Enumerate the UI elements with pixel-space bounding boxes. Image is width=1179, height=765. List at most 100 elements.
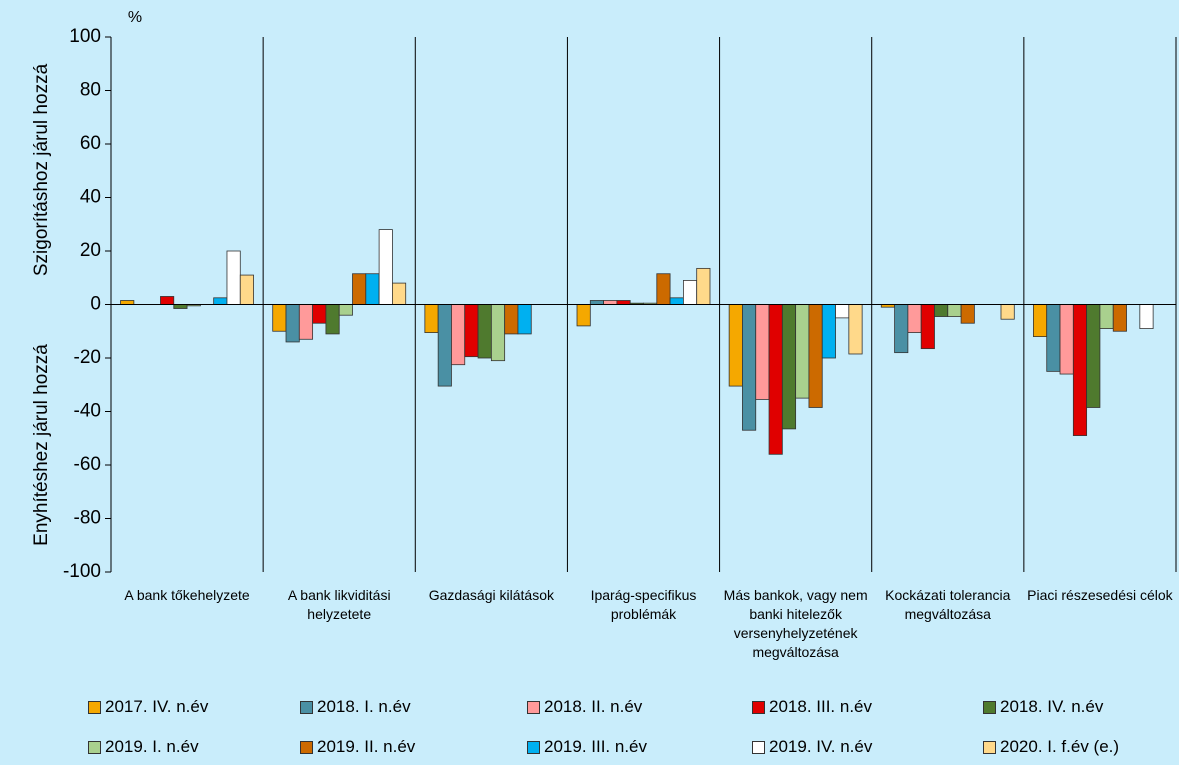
y-tick-label: -80 [74,508,101,529]
legend-item: 2019. III. n.év [527,737,647,757]
bar [504,304,519,335]
bar [325,304,340,335]
legend-label: 2018. II. n.év [544,697,643,716]
x-tick-label: A bank tőkehelyzete [124,587,250,603]
legend-item: 2018. I. n.év [300,697,411,717]
legend-item: 2019. II. n.év [300,737,415,757]
y-tick-label: -100 [63,561,101,582]
bar [894,304,909,354]
legend-swatch [983,740,996,754]
bar [656,273,671,305]
bar [490,304,506,362]
y-tick-label: 100 [69,26,101,47]
bar [781,304,797,430]
legend-label: 2019. III. n.év [544,737,648,756]
legend-label: 2018. III. n.év [769,697,873,716]
bar [464,304,479,358]
bar [835,304,850,319]
y-axis-title: Enyhítéshez járul hozzá [31,344,52,546]
bar [848,304,863,355]
bar [477,304,492,359]
bar [365,273,380,305]
bar [1112,304,1127,332]
legend-label: 2019. I. n.év [105,737,199,756]
legend-label: 2020. I. f.év (e.) [1000,737,1120,756]
legend-swatch [752,740,765,754]
x-tick-label: Iparág-specifikus problémák [590,587,697,622]
bar [424,304,439,333]
bar [603,300,618,305]
legend-swatch [300,740,313,754]
bar [1033,304,1048,337]
x-tick-label: A bank likviditási helyzetete [287,587,391,622]
legend-swatch [88,700,101,714]
bar [226,250,241,305]
bar [378,229,393,305]
bar [285,304,300,343]
bar [392,282,407,305]
y-tick-label: 80 [80,80,101,101]
bar [239,274,254,305]
bar [683,280,698,305]
bar [728,304,743,387]
legend-item: 2017. IV. n.év [88,697,208,717]
legend-swatch [527,740,540,754]
bar [589,300,604,305]
bar [768,304,783,455]
bar [272,304,287,332]
bar [576,304,591,327]
bar [795,304,810,399]
legend-label: 2019. II. n.év [317,737,416,756]
legend-label: 2018. I. n.év [317,697,411,716]
legend-swatch [88,740,101,754]
bar [1139,304,1154,329]
legend-item: 2018. IV. n.év [983,697,1103,717]
legend-swatch [527,700,540,714]
bar [920,304,935,350]
bar [517,304,532,335]
legend-item: 2018. III. n.év [752,697,872,717]
bar [120,300,135,305]
legend-swatch [752,700,765,714]
y-tick-label: 40 [80,187,101,208]
y-tick-label: 60 [80,133,101,154]
bar [1059,304,1074,375]
bar [821,304,836,359]
y-tick-label: -20 [74,347,101,368]
bar [1046,304,1061,372]
legend-item: 2019. IV. n.év [752,737,872,757]
bar [352,273,367,305]
bar [1072,304,1088,436]
bar [338,304,353,316]
unit-label: % [128,9,142,26]
legend-label: 2017. IV. n.év [105,697,209,716]
legend-swatch [983,700,996,714]
x-tick-label: Gazdasági kilátások [428,587,554,603]
x-tick-label: Kockázati tolerancia megváltozása [885,587,1011,622]
x-tick-label: Más bankok, vagy nem banki hitelezők ver… [723,587,868,660]
bar [696,267,711,305]
bar [1086,304,1101,408]
bar [1099,304,1114,329]
bar [312,304,327,324]
y-axis-title: Szigorításhoz járul hozzá [31,63,52,276]
bar [669,297,684,305]
bar [934,304,949,317]
legend-item: 2020. I. f.év (e.) [983,737,1119,757]
bar [907,304,922,333]
bar [808,304,823,408]
bar [173,304,188,309]
bar [755,304,770,400]
x-tick-label: Piaci részesedési célok [1027,587,1173,603]
y-tick-label: 20 [80,240,101,261]
bar [298,304,314,340]
bar [437,304,452,387]
bar [160,296,175,305]
bar [451,304,466,366]
y-tick-label: -60 [74,454,101,475]
legend-label: 2019. IV. n.év [769,737,873,756]
bar [960,304,975,324]
bar [213,297,228,305]
